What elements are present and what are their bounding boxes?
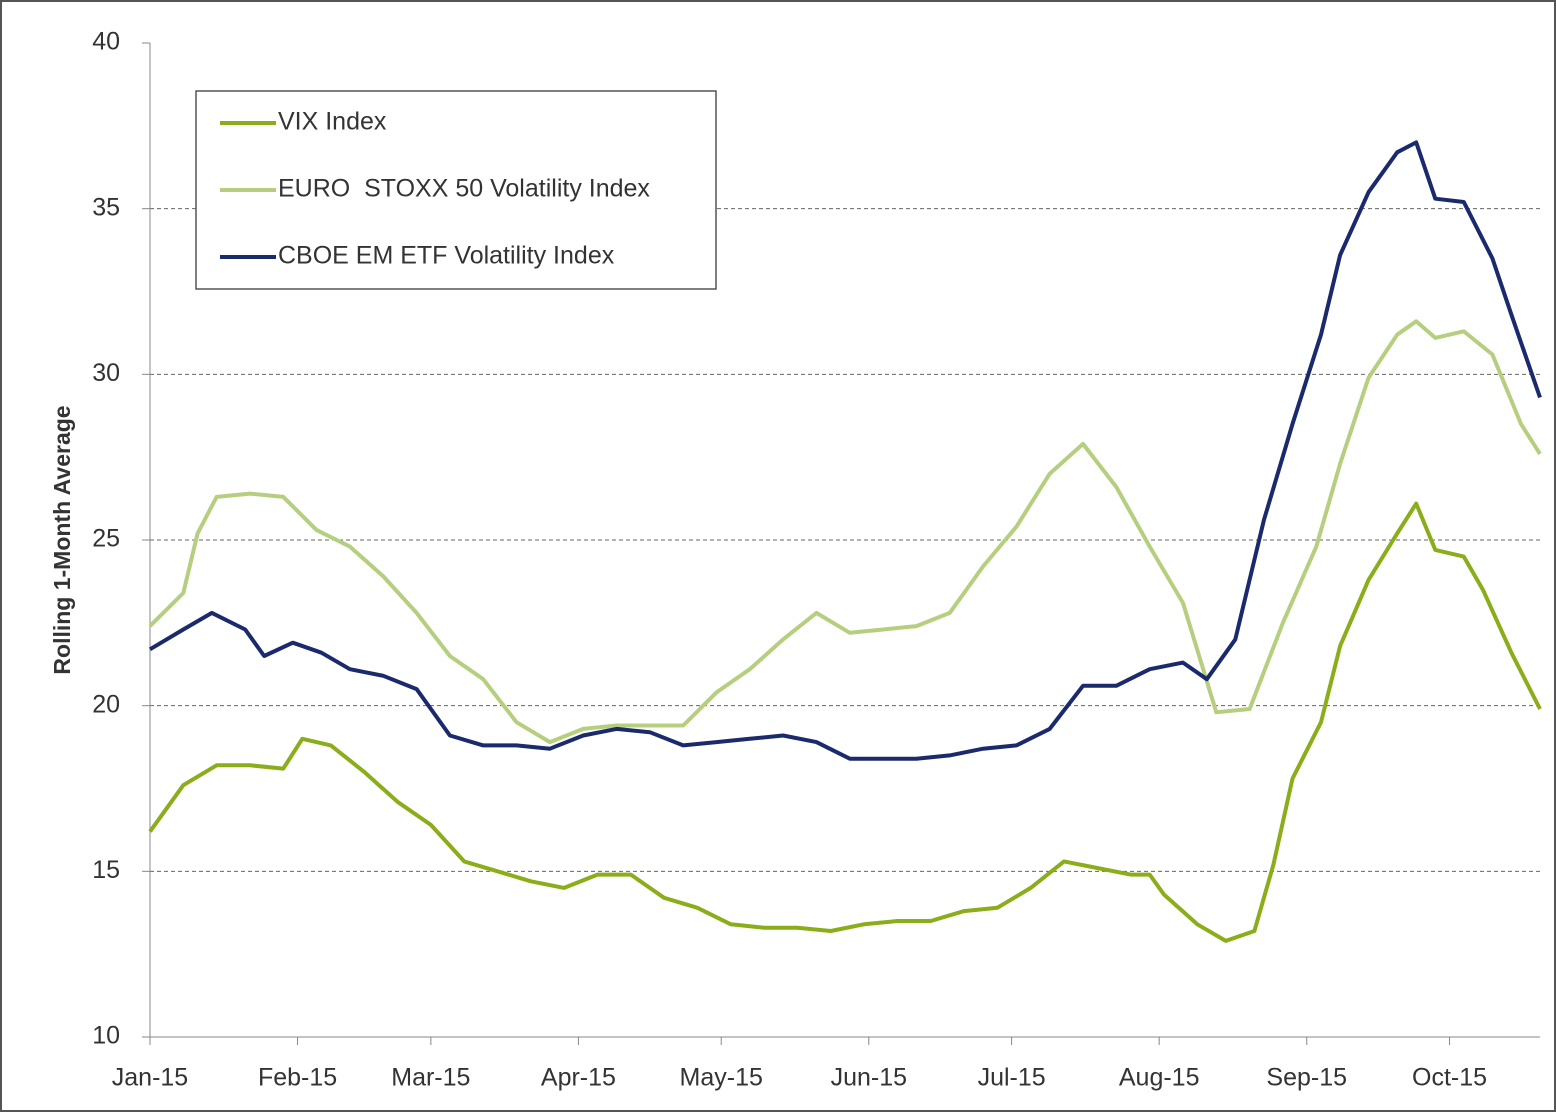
y-tick-label: 30 <box>92 359 120 387</box>
x-tick-label: Feb-15 <box>258 1064 337 1092</box>
y-tick-label: 40 <box>92 28 120 56</box>
x-tick-label: Sep-15 <box>1266 1064 1347 1092</box>
y-tick-label: 25 <box>92 525 120 553</box>
y-tick-label: 20 <box>92 690 120 718</box>
x-tick-label: Jul-15 <box>978 1064 1046 1092</box>
legend-label: CBOE EM ETF Volatility Index <box>278 242 615 270</box>
x-tick-label: May-15 <box>680 1064 763 1092</box>
y-tick-label: 15 <box>92 856 120 884</box>
x-tick-label: Aug-15 <box>1119 1064 1200 1092</box>
legend-box <box>195 90 717 290</box>
x-tick-label: Oct-15 <box>1412 1064 1487 1092</box>
line-series <box>148 140 1542 761</box>
y-tick-label: 10 <box>92 1022 120 1050</box>
y-axis-title: Rolling 1-Month Average <box>49 405 75 674</box>
x-tick-label: Mar-15 <box>391 1064 470 1092</box>
legend-label: EURO STOXX 50 Volatility Index <box>278 175 650 203</box>
line-series <box>148 319 1542 745</box>
x-tick-label: Apr-15 <box>541 1064 616 1092</box>
x-tick-label: Jun-15 <box>831 1064 907 1092</box>
line-series <box>148 501 1542 943</box>
legend: VIX Index EURO STOXX 50 Volatility Index C… <box>195 90 717 290</box>
legend-label: VIX Index <box>278 108 387 136</box>
y-tick-label: 35 <box>92 193 120 221</box>
x-tick-label: Jan-15 <box>112 1064 188 1092</box>
